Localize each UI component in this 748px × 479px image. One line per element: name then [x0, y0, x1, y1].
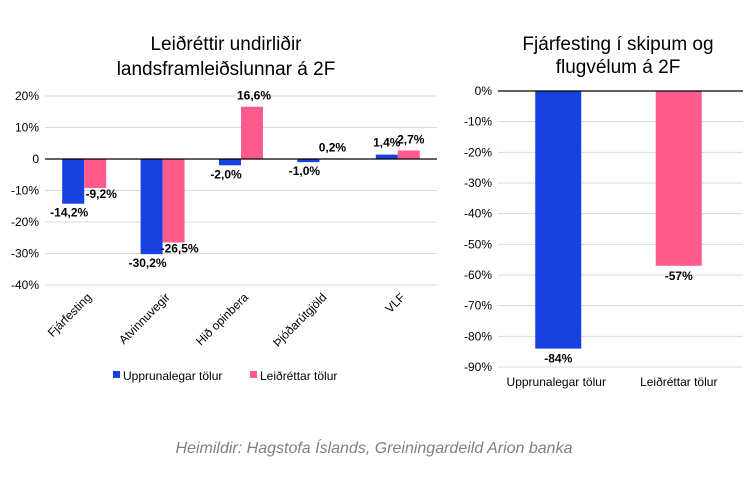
y-tick-label: -30% [464, 176, 492, 190]
y-tick-label: 0 [32, 152, 39, 166]
bar-original [140, 159, 163, 255]
y-tick-label: -80% [464, 329, 492, 343]
bar-revised [84, 159, 107, 188]
chart-title-line-1: Leiðréttir undirliðir [150, 34, 302, 55]
y-tick-label: -40% [11, 278, 39, 292]
x-category-label: Fjárfesting [45, 290, 95, 340]
y-tick-label: 10% [15, 121, 39, 135]
y-tick-label: -40% [464, 207, 492, 221]
y-tick-label: -10% [464, 115, 492, 129]
bar-original [375, 154, 398, 159]
data-label: 1,4% [373, 136, 401, 150]
y-tick-label: 0% [475, 84, 493, 98]
chart-title-line-2: landsframleiðslunnar á 2F [117, 59, 336, 80]
bar-revised [655, 91, 702, 266]
y-tick-label: -20% [464, 145, 492, 159]
bar-revised [397, 150, 420, 159]
x-category-label: Atvinnuvegir [116, 290, 173, 347]
source-note: Heimildir: Hagstofa Íslands, Greiningard… [175, 440, 573, 457]
legend-swatch-original [113, 371, 120, 378]
data-label: -2,0% [210, 167, 242, 181]
data-label: -84% [544, 352, 572, 366]
bar-revised [241, 106, 263, 159]
y-tick-label: -50% [464, 237, 492, 251]
data-label: -9,2% [86, 187, 118, 201]
bar-original [62, 159, 85, 204]
data-label: -26,5% [161, 241, 199, 255]
y-tick-label: -10% [11, 184, 39, 198]
x-category-label: Upprunalegar tölur [507, 375, 606, 389]
y-tick-label: -30% [11, 247, 39, 261]
y-tick-label: -90% [464, 360, 492, 374]
bar-revised [162, 159, 185, 243]
x-category-label: VLF [382, 290, 407, 315]
data-label: -14,2% [50, 206, 88, 220]
legend-swatch-revised [250, 371, 257, 378]
bar-original [219, 159, 241, 166]
data-label: 2,7% [397, 132, 425, 146]
y-tick-label: -60% [464, 268, 492, 282]
y-tick-label: 20% [15, 89, 39, 103]
data-label: -57% [665, 269, 693, 283]
chart-title-line-2: flugvélum á 2F [556, 57, 681, 78]
data-label: -1,0% [289, 164, 321, 178]
bar-original [297, 159, 320, 163]
x-category-label: Hið opinbera [193, 290, 251, 348]
x-category-label: Leiðréttar tölur [640, 375, 717, 389]
gdp-components-chart: Leiðréttir undirliðir landsframleiðslunna… [11, 34, 437, 383]
data-label: -30,2% [129, 256, 167, 270]
bar-original [535, 91, 582, 349]
x-category-label: Þjóðarútgjöld [270, 290, 329, 349]
y-tick-label: -70% [464, 299, 492, 313]
data-label: 16,6% [237, 89, 271, 103]
chart-title-line-1: Fjárfesting í skipum og [522, 34, 713, 55]
y-tick-label: -20% [11, 215, 39, 229]
legend-label-revised: Leiðréttar tölur [260, 369, 337, 383]
legend-label-original: Upprunalegar tölur [123, 369, 222, 383]
data-label: 0,2% [319, 140, 347, 154]
